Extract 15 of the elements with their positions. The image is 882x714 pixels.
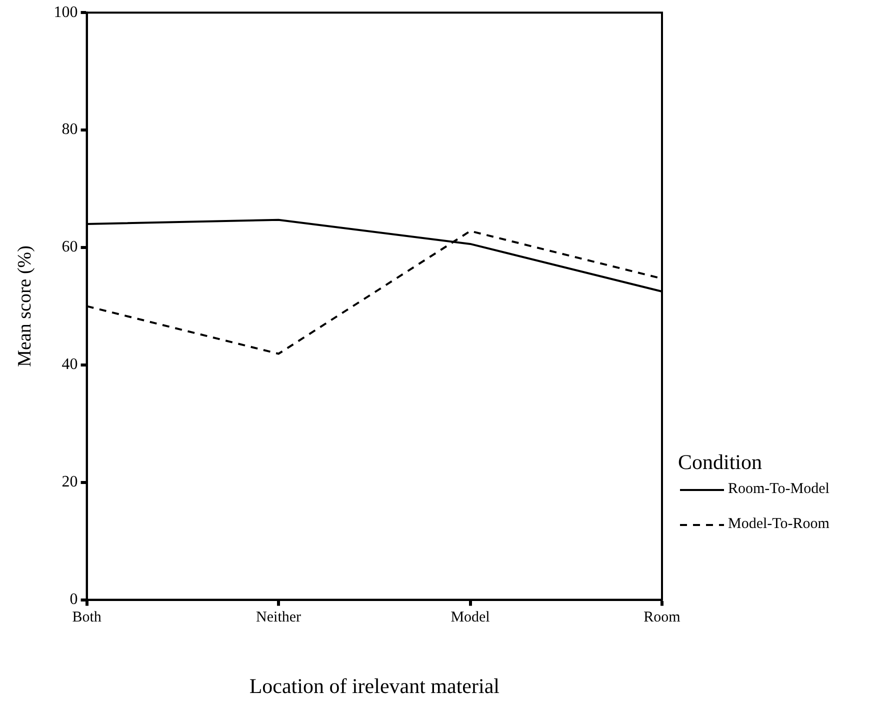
legend-label: Room-To-Model [728,481,830,498]
y-tick-label: 40 [62,356,78,374]
y-tick-label: 0 [70,591,78,608]
x-tick-label: Room [644,610,681,626]
y-tick-label: 60 [62,238,78,256]
legend-label: Model-To-Room [728,516,830,533]
y-axis-title: Mean score (%) [14,246,36,367]
y-tick-label: 80 [62,121,78,138]
x-tick-label: Both [72,610,102,626]
x-axis-title: Location of irelevant material [249,674,500,698]
y-tick-label: 20 [62,474,78,491]
x-tick-label: Model [450,610,490,626]
legend-title: Condition [678,450,764,475]
y-tick-label: 100 [54,4,78,21]
x-tick-label: Neither [256,610,302,626]
